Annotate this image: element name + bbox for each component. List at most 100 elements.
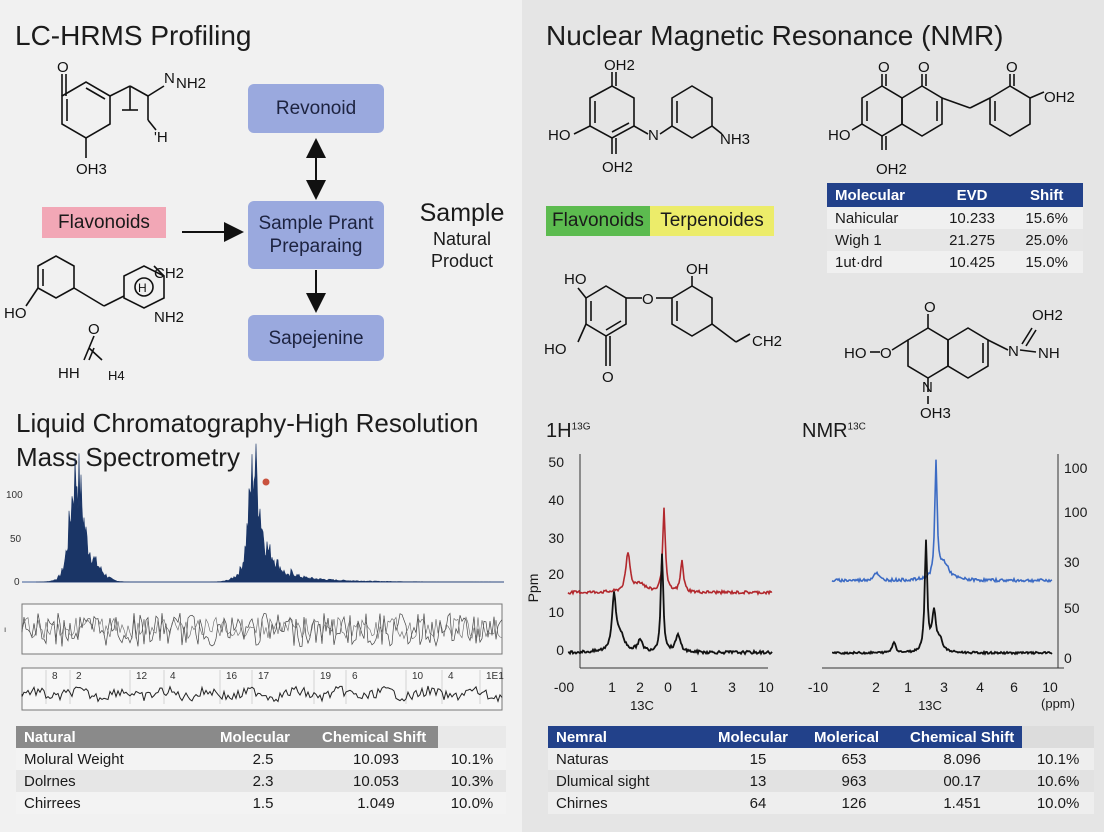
lc-table-cell: 10.3% (450, 772, 494, 790)
sample-natural-product: Sample Natural Product (408, 198, 516, 272)
m4-label-oh2-bottom: OH2 (876, 161, 907, 178)
spectrum1-title-text: 1H (546, 420, 572, 442)
m1-label-nh2: NH2 (176, 75, 206, 92)
lc-table-cell: Molural Weight (24, 750, 124, 768)
lc-table-cell: 10.0% (450, 794, 494, 812)
small-table-cell: 15.0% (1025, 253, 1068, 271)
small-th-0: Molecular (835, 186, 906, 204)
lc-table-cell: 2.3 (252, 772, 274, 790)
trace2-label: 2 (76, 671, 82, 682)
m6-label-n: N (1008, 343, 1019, 360)
lc-table-cell: 10.093 (353, 750, 399, 768)
lc-table-cell: 10.053 (353, 772, 399, 790)
lc-table-row: Dolrnes 2.3 10.053 10.3% (16, 770, 506, 792)
tag-flavonoids-right-label: Flavonoids (552, 210, 644, 231)
nmr-th-0: Nemral (556, 728, 607, 746)
trace2-label: 8 (52, 671, 58, 682)
small-table-cell: 10.233 (949, 209, 995, 227)
lc-table-cell: 2.5 (252, 750, 274, 768)
m2-label-h4: H4 (108, 368, 125, 383)
sample-sub2: Product (430, 251, 494, 271)
m1-label-oh3: OH3 (76, 161, 107, 178)
lc-heading-line2: Mass Spectrometry (16, 442, 240, 472)
tag-terpenoides-label: Terpenoides (660, 210, 764, 231)
lc-table-cell: 1.5 (252, 794, 274, 812)
m5-label-ho: HO (544, 341, 567, 358)
flow-box-revonoid: Revonoid (248, 84, 384, 133)
lc-table-header: Natural Molecular Chemical Shift (16, 726, 506, 748)
nmr-table-cell: 10.1% (1036, 750, 1080, 768)
spectrum1-title: 1H13G (546, 420, 590, 443)
flow-box-sapejenine-label: Sapejenine (268, 327, 364, 349)
m1-label-h: 'H (154, 129, 168, 146)
lc-ytick-100: 100 (6, 490, 23, 501)
lc-trace-1: ı (4, 603, 503, 655)
tag-terpenoides: Terpenoides (650, 206, 774, 236)
nmr-table-cell: 126 (841, 794, 867, 812)
spectrum2-blue-trace (831, 459, 1053, 584)
lc-chromatogram-trace (36, 443, 504, 583)
molecule-structure-6: O OH2 HO O N NH N OH3 (844, 299, 1063, 422)
lc-table-body: Molural Weight 2.5 10.093 10.1% Dolrnes 2.3 10… (16, 748, 506, 814)
flow-box-sample-line1: Sample Prant (258, 213, 374, 234)
sample-title: Sample (419, 199, 505, 227)
spectrum2-xtick: 1 (904, 679, 912, 695)
nmr-table-cell: 963 (841, 772, 867, 790)
nmr-data-table: Nemral Molecular Molerical Chemical Shif… (548, 726, 1094, 814)
spectrum2-xlabel: 13C (918, 698, 942, 713)
lc-table-cell: Chirrees (24, 794, 81, 812)
spectrum2-xunit: (ppm) (1041, 696, 1075, 711)
spectrum1-ytick: 20 (548, 566, 564, 582)
nmr-table-header: Nemral Molecular Molerical Chemical Shif… (548, 726, 1094, 748)
m6-label-o: O (924, 299, 936, 316)
m3-label-oh2-bottom: OH2 (602, 159, 633, 176)
lc-table-cell: Dolrnes (24, 772, 76, 790)
nmr-table-cell: 1.451 (943, 794, 981, 812)
spectrum1-ytick: 0 (556, 642, 564, 658)
small-th-2: Shift (1030, 186, 1064, 204)
spectrum1-xtick: 2 (636, 679, 644, 695)
nmr-table-cell: 13 (749, 772, 767, 790)
small-table-row: 1ut·drd 10.425 15.0% (827, 251, 1083, 273)
sample-sub1: Natural (432, 229, 492, 249)
m2-label-ch2: CH2 (154, 265, 184, 282)
m5-label-ch2: CH2 (752, 333, 782, 350)
small-table-cell: 10.425 (949, 253, 995, 271)
m6-label-oh3: OH3 (920, 405, 951, 422)
m4-label-o1: O (878, 59, 890, 76)
m5-label-ho-top: HO (564, 271, 587, 288)
m6-label-oh2: OH2 (1032, 307, 1063, 324)
spectrum1-black-trace (567, 553, 773, 656)
m4-label-o3: O (1006, 59, 1018, 76)
trace2-label: 4 (170, 671, 176, 682)
m3-label-oh2: OH2 (604, 57, 635, 74)
nmr-small-table: Molecular EVD Shift Nahicular 10.233 15.6%… (827, 183, 1083, 273)
nmr-panel: Nuclear Magnetic Resonance (NMR) OH2 HO … (522, 0, 1104, 832)
spectrum2-ytick: 50 (1064, 600, 1080, 616)
spectrum1-ytick: 30 (548, 530, 564, 546)
spectrum2-title: NMR13C (802, 420, 866, 443)
spectrum1-xlabel: 13C (630, 698, 654, 713)
spectrum2-ytick: 30 (1064, 554, 1080, 570)
lc-ytick-0: 0 (14, 577, 20, 588)
small-table-row: Nahicular 10.233 15.6% (827, 207, 1083, 229)
svg-text:ı: ı (4, 625, 6, 634)
flow-box-sapejenine: Sapejenine (248, 315, 384, 361)
lc-hrms-panel: LC-HRMS Profiling O N NH2 'H OH3 Revonoi… (0, 0, 522, 832)
lc-table-row: Chirrees 1.5 1.049 10.0% (16, 792, 506, 814)
molecule-structure-2: HO CH2 NH2 H O HH H4 (4, 255, 184, 383)
spectrum1-red-trace (567, 507, 773, 596)
trace2-label: 1E1 (486, 671, 504, 682)
trace2-label: 6 (352, 671, 358, 682)
m5-label-o-bottom: O (602, 369, 614, 386)
m2-label-ho: HO (4, 305, 27, 322)
m2-label-h: H (138, 281, 147, 295)
small-table-cell: Nahicular (835, 209, 899, 227)
flow-box-sample-preparation: Sample Prant Preparaing (248, 201, 384, 269)
lc-chromatogram: 100 50 0 (6, 443, 504, 588)
spectrum2-title-sup: 13C (847, 421, 866, 433)
spectrum1-ylabel: Ppm (525, 574, 541, 603)
nmr-table-cell: 64 (749, 794, 767, 812)
small-table-cell: 25.0% (1025, 231, 1068, 249)
nmr-table-row: Dlumical sight 13 963 00.17 10.6% (548, 770, 1094, 792)
